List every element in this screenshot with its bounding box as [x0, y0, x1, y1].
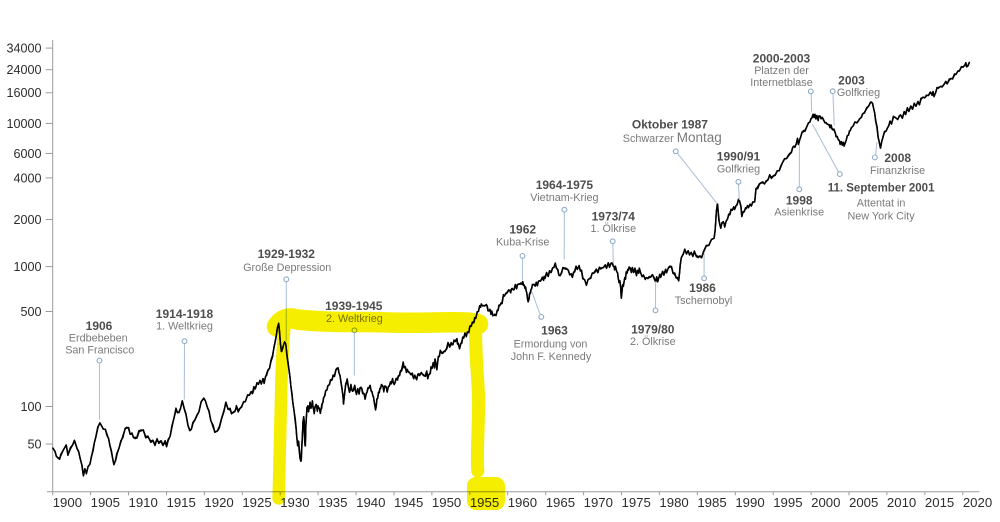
svg-text:Erdbebeben: Erdbebeben [69, 333, 128, 345]
svg-text:1980: 1980 [659, 495, 688, 510]
svg-text:2005: 2005 [849, 495, 878, 510]
svg-text:500: 500 [20, 305, 41, 319]
svg-text:1915: 1915 [167, 495, 196, 510]
svg-text:2000: 2000 [811, 495, 840, 510]
svg-text:6000: 6000 [13, 147, 41, 161]
svg-text:1990/91: 1990/91 [717, 150, 761, 164]
svg-text:1973/74: 1973/74 [592, 209, 636, 223]
svg-text:1964-1975: 1964-1975 [536, 178, 594, 192]
svg-text:1960: 1960 [508, 495, 537, 510]
svg-text:2008: 2008 [884, 151, 911, 165]
svg-text:San Francisco: San Francisco [65, 344, 134, 356]
svg-text:1990: 1990 [735, 495, 764, 510]
svg-text:Golfkrieg: Golfkrieg [837, 87, 880, 99]
svg-text:34000: 34000 [6, 42, 41, 56]
svg-text:Vietnam-Krieg: Vietnam-Krieg [530, 192, 598, 204]
svg-text:Tschernobyl: Tschernobyl [675, 295, 733, 307]
svg-text:1979/80: 1979/80 [631, 322, 675, 336]
svg-text:2010: 2010 [887, 495, 916, 510]
svg-text:1900: 1900 [53, 495, 82, 510]
svg-text:10000: 10000 [6, 117, 41, 131]
svg-text:1965: 1965 [546, 495, 575, 510]
svg-text:Asienkrise: Asienkrise [774, 207, 824, 219]
svg-text:1929-1932: 1929-1932 [258, 247, 316, 261]
svg-text:1995: 1995 [773, 495, 802, 510]
svg-text:1939-1945: 1939-1945 [325, 299, 383, 313]
svg-text:1986: 1986 [689, 281, 716, 295]
svg-text:1940: 1940 [356, 495, 385, 510]
svg-text:Golfkrieg: Golfkrieg [717, 164, 760, 176]
svg-text:11. September 2001: 11. September 2001 [828, 183, 935, 195]
svg-text:Große Depression: Große Depression [243, 262, 331, 274]
svg-text:100: 100 [20, 400, 41, 414]
svg-text:1. Ölkrise: 1. Ölkrise [590, 223, 636, 235]
svg-text:John F. Kennedy: John F. Kennedy [511, 351, 592, 363]
svg-text:1905: 1905 [91, 495, 120, 510]
svg-text:16000: 16000 [6, 86, 41, 100]
svg-text:2020: 2020 [963, 495, 992, 510]
svg-text:2003: 2003 [838, 74, 865, 88]
svg-text:2000: 2000 [13, 213, 41, 227]
svg-text:2. Ölkrise: 2. Ölkrise [630, 336, 676, 348]
svg-text:Finanzkrise: Finanzkrise [870, 165, 925, 177]
svg-text:Kuba-Krise: Kuba-Krise [496, 236, 549, 248]
svg-text:4000: 4000 [13, 171, 41, 185]
svg-text:1920: 1920 [204, 495, 233, 510]
svg-text:1935: 1935 [318, 495, 347, 510]
svg-text:Attentat in: Attentat in [857, 197, 906, 209]
svg-text:1950: 1950 [432, 495, 461, 510]
svg-text:Platzen der: Platzen der [754, 65, 809, 77]
svg-text:1985: 1985 [697, 495, 726, 510]
svg-text:1914-1918: 1914-1918 [156, 307, 214, 321]
svg-text:1962: 1962 [509, 223, 536, 237]
svg-text:1970: 1970 [584, 495, 613, 510]
svg-text:1975: 1975 [622, 495, 651, 510]
svg-text:New York City: New York City [847, 210, 915, 222]
svg-text:2015: 2015 [925, 495, 954, 510]
svg-text:1998: 1998 [786, 194, 813, 208]
svg-text:1. Weltkrieg: 1. Weltkrieg [156, 321, 213, 333]
svg-text:2000-2003: 2000-2003 [753, 52, 811, 66]
svg-text:Internetblase: Internetblase [750, 77, 812, 89]
svg-text:1945: 1945 [394, 495, 423, 510]
svg-text:1000: 1000 [13, 260, 41, 274]
svg-text:1963: 1963 [541, 323, 568, 337]
svg-text:50: 50 [27, 437, 41, 451]
svg-text:24000: 24000 [6, 63, 41, 77]
svg-text:1910: 1910 [129, 495, 158, 510]
svg-text:Ermordung von: Ermordung von [514, 339, 588, 351]
svg-text:Schwarzer Montag: Schwarzer Montag [623, 130, 722, 145]
svg-text:1925: 1925 [242, 495, 271, 510]
svg-text:1906: 1906 [86, 319, 113, 333]
